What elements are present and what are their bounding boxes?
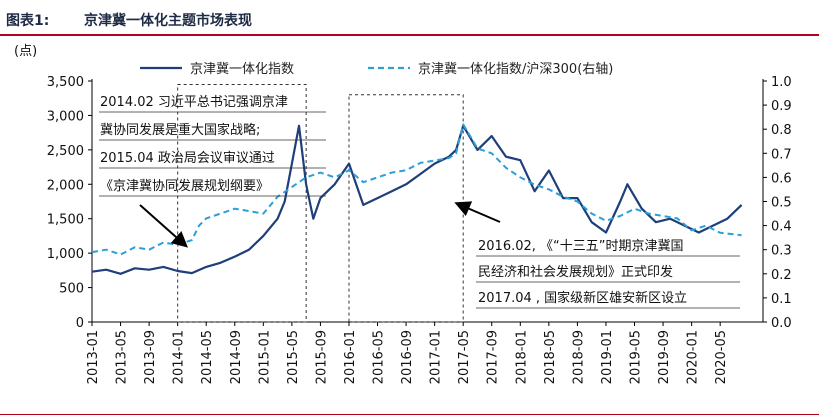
y-right-tick-label: 0.5 <box>771 196 792 211</box>
series-layer <box>91 123 743 275</box>
y-axis-unit: (点) <box>14 44 37 59</box>
header-rule <box>0 34 819 36</box>
x-tick-label: 2016-01 <box>343 330 358 384</box>
y-left-tick-label: 1,500 <box>47 213 84 228</box>
x-tick-label: 2014-01 <box>172 330 187 384</box>
figure-title: 京津冀一体化主题市场表现 <box>84 13 252 29</box>
axes-layer: 0 500 1,000 1,500 2,000 2,500 3,000 3,500 0.0 0.1… <box>47 75 792 384</box>
footer-rule <box>0 414 819 415</box>
annotation-left-line: 《京津冀协同发展规划纲要》 <box>100 178 269 194</box>
y-right-tick-label: 0.4 <box>771 220 792 235</box>
x-tick-label: 2018-01 <box>514 330 529 384</box>
x-tick-label: 2015-05 <box>286 330 301 384</box>
x-tick-label: 2019-09 <box>657 330 672 384</box>
y-right-tick-label: 0.3 <box>771 244 792 259</box>
highlight-box <box>348 94 464 323</box>
y-left-tick-label: 2,000 <box>47 178 84 193</box>
annotation-left-line: 2015.04 政治局会议审议通过 <box>100 151 275 166</box>
y-right-tick-label: 0.1 <box>771 292 792 307</box>
x-tick-label: 2019-01 <box>600 330 615 384</box>
x-tick-label: 2018-09 <box>571 330 586 384</box>
series-line-index <box>91 124 743 275</box>
figure-header: 图表1: 京津冀一体化主题市场表现 <box>0 0 819 36</box>
y-right-tick-label: 0.2 <box>771 268 792 283</box>
x-tick-label: 2016-09 <box>400 330 415 384</box>
y-right-tick-label: 0.9 <box>771 99 792 114</box>
y-right-tick-label: 0.0 <box>771 316 792 331</box>
x-tick-label: 2014-09 <box>229 330 244 384</box>
legend-label: 京津冀一体化指数/沪深300(右轴) <box>418 61 613 77</box>
annotation-right-line: 民经济和社会发展规划》正式印发 <box>478 264 673 280</box>
x-tick-label: 2013-01 <box>86 330 101 384</box>
x-tick-label: 2015-01 <box>257 330 272 384</box>
y-left-tick-label: 0 <box>76 316 84 331</box>
annotation-right-line: 2017.04 , 国家级新区雄安新区设立 <box>478 290 687 306</box>
legend-label: 京津冀一体化指数 <box>190 61 294 77</box>
y-right-tick-label: 0.7 <box>771 147 792 162</box>
figure-label: 图表1: <box>6 13 50 29</box>
annotation-left-line: 冀协同发展是重大国家战略; <box>100 122 260 138</box>
x-tick-label: 2015-09 <box>314 330 329 384</box>
annotation-right-line: 2016.02, 《“十三五”时期京津冀国 <box>478 238 684 254</box>
y-left-tick-label: 2,500 <box>47 144 84 159</box>
highlight-box <box>177 83 307 323</box>
x-tick-label: 2014-05 <box>200 330 215 384</box>
y-left-tick-label: 3,000 <box>47 109 84 124</box>
y-left-tick-label: 1,000 <box>47 247 84 262</box>
y-right-tick-label: 0.8 <box>771 123 792 138</box>
annotation-arrow-right <box>454 201 501 223</box>
x-tick-label: 2020-05 <box>714 330 729 384</box>
x-tick-label: 2016-05 <box>372 330 387 384</box>
x-tick-label: 2013-05 <box>115 330 130 384</box>
y-left-tick-label: 3,500 <box>47 75 84 90</box>
x-tick-label: 2017-09 <box>486 330 501 384</box>
annotation-arrow-left <box>139 204 188 248</box>
series-line-ratio <box>91 123 742 256</box>
highlight-boxes <box>177 83 464 323</box>
y-right-tick-label: 0.6 <box>771 171 792 186</box>
y-right-tick-label: 1.0 <box>771 75 792 90</box>
x-tick-label: 2017-01 <box>429 330 444 384</box>
x-tick-label: 2017-05 <box>457 330 472 384</box>
y-left-tick-label: 500 <box>59 282 84 297</box>
x-tick-label: 2013-09 <box>143 330 158 384</box>
annotation-left-line: 2014.02 习近平总书记强调京津 <box>100 95 288 110</box>
legend: 京津冀一体化指数 京津冀一体化指数/沪深300(右轴) <box>140 61 613 77</box>
x-tick-label: 2020-01 <box>686 330 701 384</box>
x-tick-label: 2018-05 <box>543 330 558 384</box>
x-tick-label: 2019-05 <box>629 330 644 384</box>
